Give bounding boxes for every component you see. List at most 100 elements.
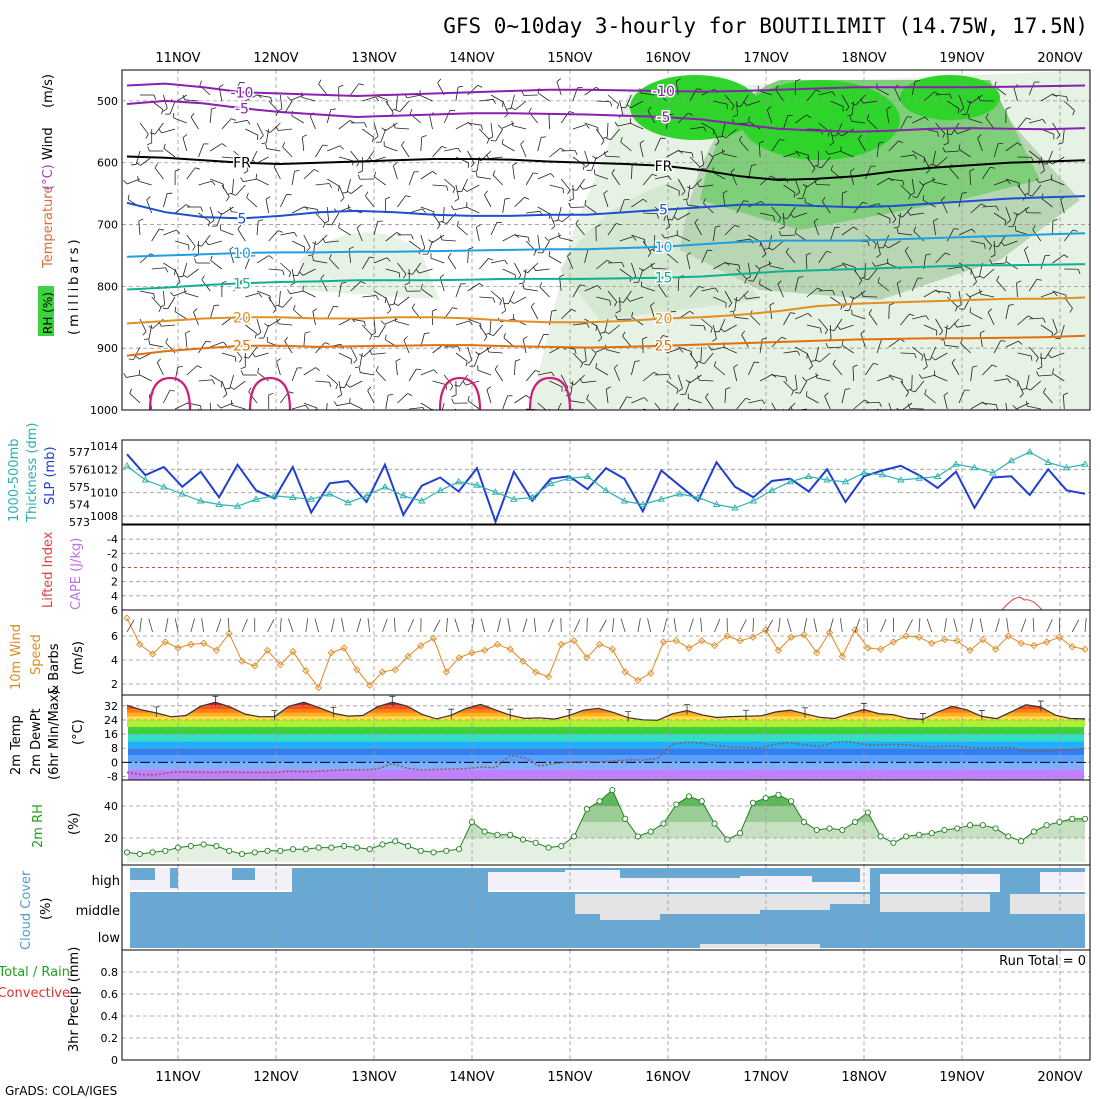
thickness-marker (546, 479, 555, 486)
wind-barb (705, 397, 714, 410)
wind-barb (512, 125, 527, 130)
wind-barb (432, 184, 447, 187)
wind-barb (356, 227, 363, 242)
temp2m-units-label: (°C) (71, 719, 86, 745)
wind-barb-flag (696, 182, 700, 188)
wind-barb (611, 173, 621, 186)
wind-barb (949, 168, 960, 180)
thickness-marker (252, 495, 260, 502)
wind-barb-flag (778, 231, 782, 236)
wind-barb (459, 374, 468, 387)
wind-barb-flag (1018, 340, 1023, 345)
wind-barb-flag (420, 283, 423, 289)
wind-barb (783, 184, 796, 194)
wind-barb-flag (807, 313, 812, 318)
wind-barb-flag (569, 382, 575, 386)
wind-barb (946, 128, 949, 143)
thickness-units-label: Thickness (dm) (25, 423, 40, 523)
wind-barb-flag (373, 171, 377, 177)
temperature-contour (126, 334, 1086, 357)
precip-units-label: 3hr Precip (mm) (67, 947, 82, 1052)
wind-barb (221, 184, 230, 198)
wind-barb-flag (364, 122, 367, 128)
temperature-contour-label: -5 (656, 110, 670, 126)
cloud-middle-gap (575, 894, 600, 914)
wind-barb-flag (239, 357, 243, 363)
wind-barb-flag (934, 91, 940, 95)
wind10m-barb (880, 618, 887, 633)
wind10m-barb (367, 618, 371, 633)
wind-barb (484, 194, 492, 208)
wind-barb-flag (123, 372, 127, 378)
wind-barb (278, 128, 293, 131)
wind-barb (936, 156, 948, 167)
wind10m-barb (305, 618, 309, 633)
wind-barb (900, 154, 915, 158)
wind-barb-flag (831, 91, 836, 96)
date-label-bottom: 17NOV (743, 1070, 788, 1085)
wind-barb-flag (206, 419, 208, 423)
wind10m-barb (599, 619, 607, 633)
wind-barb-flag (668, 374, 672, 380)
wind-barb-flag (931, 356, 936, 361)
thickness-marker (510, 495, 518, 502)
wind-barb-flag (174, 168, 180, 172)
wind-barb (198, 143, 204, 158)
wind-barb-flag (375, 366, 379, 371)
wind-barb (466, 206, 480, 214)
wind-barb (367, 390, 375, 404)
wind-barb (174, 311, 188, 320)
temperature-band (128, 755, 1084, 763)
wind-barb-flag (652, 249, 658, 253)
wind-barb (721, 122, 726, 137)
wind-barb (713, 261, 726, 270)
wind-barb-flag (832, 359, 836, 365)
wind10m-barb (688, 618, 694, 633)
wind-barb (537, 137, 542, 152)
wind-barb-flag (595, 224, 601, 228)
wind-barb-flag (943, 142, 949, 146)
wind-barb-flag (222, 393, 228, 398)
wind-barb (559, 237, 573, 242)
wind-barb-flag (653, 371, 659, 376)
wind-barb (703, 202, 714, 214)
wind-barb-flag (349, 120, 355, 124)
hot-contour (438, 376, 482, 410)
wind-barb-flag (306, 247, 311, 252)
wind-barb (221, 352, 236, 358)
wind-barb (291, 206, 305, 214)
wind-barb (245, 128, 259, 136)
wind-barb-flag (902, 180, 905, 186)
wind-barb (502, 199, 506, 214)
wind10m-speed-label: Speed (29, 634, 44, 675)
wind-barb-flag (567, 252, 572, 257)
wind-barb-flag (796, 152, 801, 157)
wind-barb (138, 180, 152, 186)
wind-barb-flag (451, 398, 454, 404)
rh2m-marker (915, 831, 922, 838)
wind-barb (911, 178, 915, 193)
wind-barb (250, 150, 258, 164)
wind-barb (987, 312, 995, 326)
wind-barb-flag (1026, 117, 1032, 120)
rh2m-marker (813, 826, 820, 834)
wind-barb (982, 205, 997, 208)
wind-barb-flag (913, 226, 917, 232)
cape-label: CAPE (J/kg) (69, 538, 84, 610)
thickness-marker (307, 495, 316, 502)
wind-barb-flag (305, 404, 309, 410)
wind-barb (769, 265, 784, 270)
wind-barb (278, 323, 293, 326)
wind-barb (237, 228, 246, 242)
wind-barb-flag (743, 294, 747, 300)
wind-barb-flag (781, 336, 787, 340)
thickness-marker (731, 504, 739, 511)
wind-barb (338, 120, 351, 130)
wind-barb-flag (957, 108, 960, 114)
wind-barb (326, 109, 332, 124)
wind-barb (156, 362, 164, 376)
wind-barb-flag (932, 177, 935, 183)
wind-barb-flag (741, 330, 746, 336)
wind-barb (606, 122, 609, 138)
wind-barb-flag (924, 116, 929, 121)
